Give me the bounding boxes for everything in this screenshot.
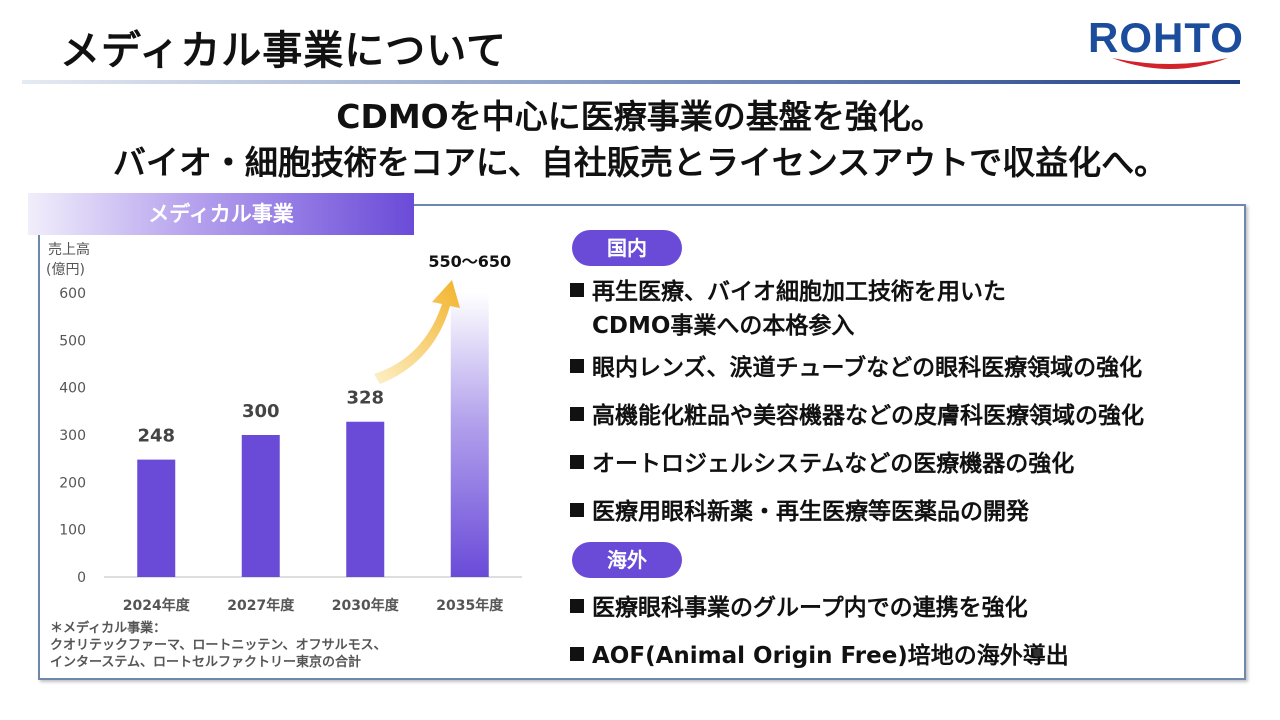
bullet-square-icon [570, 647, 584, 661]
item-text: 医療眼科事業のグループ内での連携を強化 [592, 595, 1028, 621]
x-tick-label: 2035年度 [436, 597, 504, 614]
headline-line-1: CDMOを中心に医療事業の基盤を強化。 [336, 97, 944, 136]
y-axis-unit: (億円) [46, 262, 85, 278]
panel-tab: メディカル事業 [28, 193, 414, 235]
y-tick-label: 200 [59, 475, 86, 491]
overseas-tag: 海外 [572, 542, 682, 578]
x-tick-label: 2027年度 [227, 597, 295, 614]
overseas-item: AOF(Animal Origin Free)培地の海外導出 [570, 636, 1069, 670]
domestic-item: 眼内レンズ、涙道チューブなどの眼科医療領域の強化 [570, 348, 1142, 382]
domestic-tag: 国内 [572, 230, 682, 266]
domestic-item: オートロジェルシステムなどの医療機器の強化 [570, 444, 1074, 478]
bullet-square-icon [570, 359, 584, 373]
y-tick-label: 0 [77, 570, 86, 586]
bullet-square-icon [570, 455, 584, 469]
y-tick-label: 400 [59, 381, 86, 397]
bar [241, 435, 280, 577]
sales-bar-chart: 売上高 (億円) 0 100 200 300 400 500 600 248 2024年度 300 20… [46, 241, 522, 614]
bullet-square-icon [570, 599, 584, 613]
y-tick-label: 500 [59, 333, 86, 349]
footnote-line: クオリテックファーマ、ロートニッテン、オフサルモス、 [50, 638, 387, 653]
y-tick-label: 100 [59, 523, 86, 539]
logo-swoosh-icon [1112, 58, 1228, 69]
domestic-item: 医療用眼科新薬・再生医療等医薬品の開発 [570, 492, 1029, 526]
item-text: AOF(Animal Origin Free)培地の海外導出 [592, 643, 1069, 669]
bullet-square-icon [570, 503, 584, 517]
item-text: オートロジェルシステムなどの医療機器の強化 [592, 451, 1075, 477]
bullet-square-icon [570, 283, 584, 297]
bar [346, 421, 385, 577]
bullet-square-icon [570, 407, 584, 421]
bar-data-label: 550～650 [428, 252, 511, 271]
item-text: 医療用眼科新薬・再生医療等医薬品の開発 [592, 499, 1029, 525]
rohto-logo: ROHTO [1088, 14, 1248, 76]
sales-chart: 売上高 (億円) 0 100 200 300 400 500 600 248 2024年度 300 20… [40, 234, 540, 674]
chart-footnote: ＊メディカル事業： クオリテックファーマ、ロートニッテン、オフサルモス、 インタ… [50, 620, 387, 671]
item-text-continued: CDMO事業への本格参入 [592, 313, 855, 339]
footnote-line: インターステム、ロートセルファクトリー東京の合計 [50, 655, 361, 670]
bar [450, 293, 489, 577]
bar-data-label: 248 [137, 426, 175, 447]
item-text: 再生医療、バイオ細胞加工技術を用いた [592, 279, 1006, 305]
title-divider [22, 80, 1240, 84]
bar [137, 459, 176, 577]
domestic-item: 高機能化粧品や美容機器などの皮膚科医療領域の強化 [570, 396, 1144, 430]
headline-line-2: バイオ・細胞技術をコアに、自社販売とライセンスアウトで収益化へ。 [112, 143, 1168, 182]
y-tick-label: 600 [59, 286, 86, 302]
bar-data-label: 300 [242, 401, 280, 422]
domestic-item: 再生医療、バイオ細胞加工技術を用いた CDMO事業への本格参入 [570, 272, 1006, 340]
logo-text: ROHTO [1088, 14, 1244, 61]
y-axis-label: 売上高 [48, 241, 90, 258]
x-tick-label: 2024年度 [123, 597, 191, 614]
x-tick-label: 2030年度 [332, 597, 400, 614]
medical-business-panel [38, 204, 1246, 680]
page-title: メディカル事業について [60, 28, 507, 74]
overseas-item: 医療眼科事業のグループ内での連携を強化 [570, 588, 1028, 622]
y-tick-label: 300 [59, 428, 86, 444]
bar-data-label: 328 [346, 388, 384, 409]
footnote-line: ＊メディカル事業： [50, 621, 167, 636]
growth-arrow-icon [374, 280, 460, 384]
item-text: 眼内レンズ、涙道チューブなどの眼科医療領域の強化 [592, 355, 1143, 381]
item-text: 高機能化粧品や美容機器などの皮膚科医療領域の強化 [592, 403, 1144, 429]
